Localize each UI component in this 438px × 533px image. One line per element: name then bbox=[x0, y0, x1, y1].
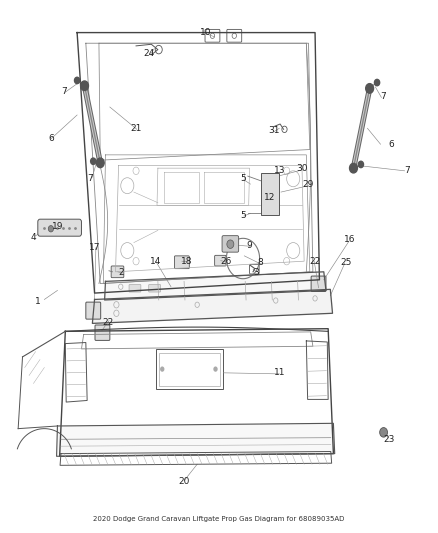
Circle shape bbox=[48, 225, 53, 232]
Text: 21: 21 bbox=[131, 124, 142, 133]
Text: 6: 6 bbox=[48, 134, 54, 143]
Circle shape bbox=[366, 84, 374, 93]
Text: 13: 13 bbox=[274, 166, 286, 175]
Bar bbox=[155, 349, 223, 389]
Polygon shape bbox=[57, 423, 335, 456]
Text: 17: 17 bbox=[89, 244, 100, 253]
Circle shape bbox=[358, 161, 364, 167]
Text: 7: 7 bbox=[380, 92, 385, 101]
Text: 14: 14 bbox=[150, 257, 161, 265]
FancyBboxPatch shape bbox=[215, 255, 226, 266]
Circle shape bbox=[74, 77, 80, 84]
Text: 31: 31 bbox=[268, 126, 279, 135]
Text: 22: 22 bbox=[309, 257, 321, 265]
Text: 2: 2 bbox=[118, 269, 124, 277]
Text: 2020 Dodge Grand Caravan Liftgate Prop Gas Diagram for 68089035AD: 2020 Dodge Grand Caravan Liftgate Prop G… bbox=[93, 516, 345, 522]
Text: 24: 24 bbox=[144, 50, 155, 58]
Bar bbox=[159, 353, 220, 385]
Text: 1: 1 bbox=[35, 296, 41, 305]
Circle shape bbox=[227, 240, 234, 248]
Text: 20: 20 bbox=[178, 478, 190, 486]
Text: 5: 5 bbox=[240, 212, 246, 221]
Circle shape bbox=[350, 164, 357, 173]
Text: 8: 8 bbox=[258, 258, 263, 266]
FancyBboxPatch shape bbox=[222, 236, 239, 252]
FancyBboxPatch shape bbox=[129, 285, 141, 292]
Text: 7: 7 bbox=[87, 174, 93, 183]
Text: 19: 19 bbox=[52, 222, 63, 231]
Circle shape bbox=[91, 158, 96, 165]
FancyBboxPatch shape bbox=[38, 219, 81, 236]
FancyBboxPatch shape bbox=[261, 173, 279, 215]
Text: 5: 5 bbox=[240, 174, 246, 183]
Text: 3: 3 bbox=[253, 269, 259, 277]
Circle shape bbox=[374, 79, 380, 86]
Text: 16: 16 bbox=[344, 236, 356, 245]
Circle shape bbox=[380, 427, 388, 437]
Text: 30: 30 bbox=[296, 164, 308, 173]
FancyBboxPatch shape bbox=[111, 266, 124, 278]
Text: 7: 7 bbox=[61, 86, 67, 95]
FancyBboxPatch shape bbox=[311, 276, 326, 292]
Polygon shape bbox=[105, 272, 326, 300]
Text: 4: 4 bbox=[31, 233, 36, 242]
Text: 9: 9 bbox=[247, 241, 252, 250]
FancyBboxPatch shape bbox=[86, 302, 101, 319]
FancyBboxPatch shape bbox=[149, 285, 160, 292]
Text: 23: 23 bbox=[384, 435, 395, 444]
Text: 11: 11 bbox=[274, 368, 286, 377]
Text: 6: 6 bbox=[389, 140, 394, 149]
Text: 22: 22 bbox=[102, 318, 113, 327]
Circle shape bbox=[213, 367, 218, 372]
Text: 25: 25 bbox=[340, 258, 351, 266]
Circle shape bbox=[96, 158, 104, 167]
Circle shape bbox=[160, 367, 164, 372]
Text: 18: 18 bbox=[180, 257, 192, 265]
Text: 7: 7 bbox=[404, 166, 410, 175]
Text: 26: 26 bbox=[220, 257, 231, 265]
FancyBboxPatch shape bbox=[95, 325, 110, 341]
FancyBboxPatch shape bbox=[174, 256, 189, 269]
Circle shape bbox=[81, 81, 88, 91]
Text: 12: 12 bbox=[264, 193, 275, 202]
Text: 10: 10 bbox=[200, 28, 212, 37]
Text: 29: 29 bbox=[303, 180, 314, 189]
Polygon shape bbox=[92, 289, 332, 324]
